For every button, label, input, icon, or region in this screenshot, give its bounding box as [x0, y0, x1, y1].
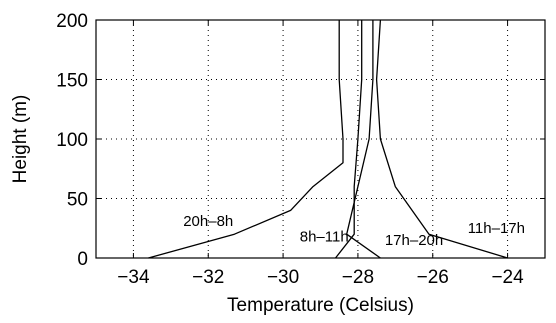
series-lines: [148, 19, 508, 259]
axis-ticks: −34 −32 −30 −28 −26 −24 0 50 100 150 200: [56, 11, 545, 288]
series-label: 11h–17h: [468, 220, 525, 237]
x-tick-label: −28: [342, 267, 374, 288]
series-line: [375, 19, 508, 259]
series-annotations: 20h–8h 8h–11h 17h–20h 11h–17h: [183, 213, 525, 249]
y-tick-label: 50: [67, 190, 88, 211]
x-axis-label: Temperature (Celsius): [227, 295, 414, 316]
x-tick-label: −26: [417, 267, 449, 288]
x-tick-label: −24: [491, 267, 524, 288]
y-tick-label: 200: [56, 11, 88, 32]
series-line: [346, 20, 381, 259]
series-label: 20h–8h: [183, 213, 233, 230]
x-tick-label: −32: [192, 267, 224, 288]
x-tick-label: −34: [117, 267, 150, 288]
y-axis-label: Height (m): [10, 95, 31, 184]
series-label: 17h–20h: [385, 232, 443, 249]
series-line: [148, 20, 344, 259]
x-tick-label: −30: [267, 267, 299, 288]
y-tick-label: 100: [56, 130, 88, 151]
y-tick-label: 150: [56, 71, 88, 92]
series-label: 8h–11h: [300, 228, 349, 245]
series-line: [334, 20, 363, 259]
y-tick-label: 0: [77, 249, 88, 270]
